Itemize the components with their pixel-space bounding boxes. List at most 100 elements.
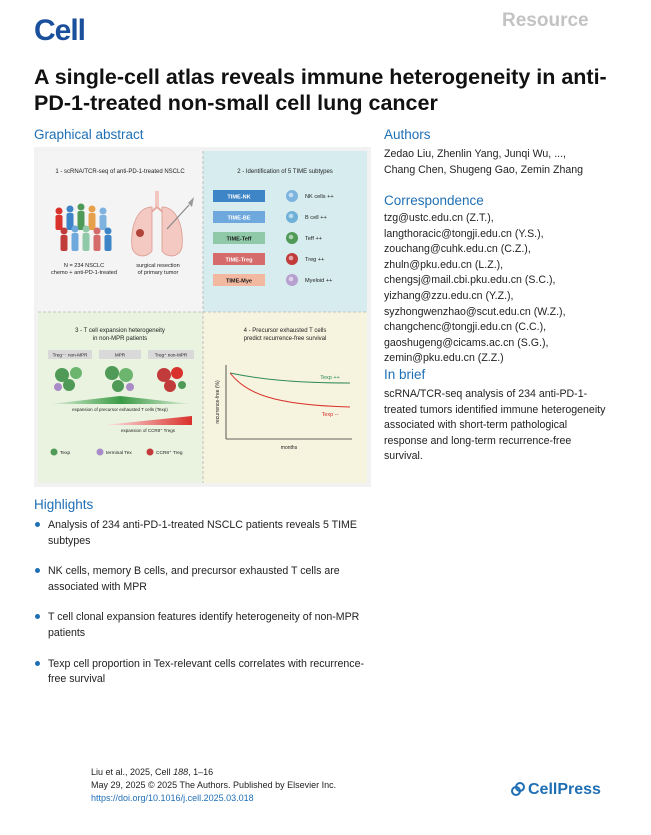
resection-label-line2: of primary tumor [138, 270, 179, 276]
cell-type-label: B cell ++ [305, 215, 327, 221]
email-link[interactable]: zhuln@pku.edu.cn (L.Z.), [384, 258, 504, 271]
panel-1-title: 1 - scRNA/TCR-seq of anti-PD-1-treated N… [55, 169, 185, 175]
cell-nucleus-icon [288, 234, 294, 240]
km-label-texp-low: Texp -- [322, 412, 339, 418]
legend-marker [146, 448, 154, 456]
email-link[interactable]: langthoracic@tongji.edu.cn (Y.S.), [384, 227, 544, 240]
time-subtype-label: TIME-Mye [226, 279, 252, 285]
cellpress-logo: CellPress [511, 781, 601, 799]
citation-volume: 188 [173, 767, 189, 777]
highlight-item: NK cells, memory B cells, and precursor … [34, 564, 379, 595]
cell-cluster-treg-high [157, 367, 186, 392]
cell-nucleus-icon [288, 192, 294, 198]
legend-label: Texp [60, 450, 70, 456]
group-treg-high: Treg⁺ non-MPR [155, 353, 188, 358]
email-link[interactable]: gaoshugeng@cicams.ac.cn (S.G.), [384, 336, 549, 349]
correspondence-list: tzg@ustc.edu.cn (Z.T.), langthoracic@ton… [384, 211, 634, 367]
highlight-text: Texp cell proportion in Tex-relevant cel… [48, 657, 364, 686]
bullet-icon [35, 568, 40, 574]
journal-logo: Cell [34, 14, 86, 47]
time-subtype-label: TIME-Treg [225, 258, 253, 264]
bullet-icon [35, 522, 40, 527]
cell-nucleus-icon [288, 213, 294, 219]
cell-cluster-mpr [105, 366, 134, 392]
time-subtype-box [213, 253, 265, 265]
patients-icon [55, 203, 112, 251]
panel-2 [203, 151, 367, 312]
time-subtype-box [213, 190, 265, 202]
doi-link[interactable]: https://doi.org/10.1016/j.cell.2025.03.0… [91, 793, 254, 803]
panel-3-title-line2: in non-MPR patients [93, 336, 147, 342]
texp-gradient-label: expansion of precursor exhausted T cells… [72, 407, 168, 412]
cohort-treatment-label: chemo + anti-PD-1-treated [51, 270, 117, 276]
km-x-label: months [281, 445, 298, 451]
highlight-item: T cell clonal expansion features identif… [34, 610, 379, 641]
citation-line-1: Liu et al., 2025, Cell 188, 1–16 [91, 766, 336, 779]
article-type-label: Resource [502, 10, 589, 31]
authors-line-1: Zedao Liu, Zhenlin Yang, Junqi Wu, ..., [384, 148, 566, 160]
panel-4-title-line1: 4 - Precursor exhausted T cells [244, 328, 327, 334]
km-curve-texp-high [229, 372, 351, 384]
panel-2-title: 2 - Identification of 5 TIME subtypes [237, 169, 333, 175]
resection-label-line1: surgical resection [136, 263, 180, 269]
cell-nucleus-icon [288, 255, 294, 261]
highlights-heading: Highlights [34, 497, 94, 512]
citation-authors: Liu et al., 2025, Cell [91, 767, 174, 777]
authors-line-2: Chang Chen, Shugeng Gao, Zemin Zhang [384, 163, 584, 176]
authors-heading: Authors [384, 127, 431, 142]
email-link[interactable]: changchenc@tongji.edu.cn (C.C.), [384, 321, 547, 334]
time-subtype-label: TIME-NK [227, 195, 250, 201]
panel-3-legend: Texp terminal Tex CCR8⁺ Treg [50, 448, 183, 456]
cellpress-icon [511, 782, 525, 796]
cell-type-label: Treg ++ [305, 257, 324, 263]
cell-type-label: Myeloid ++ [305, 278, 332, 284]
panel-3-title-line1: 3 - T cell expansion heterogeneity [75, 328, 165, 334]
time-subtype-box [213, 211, 265, 223]
cell-cluster-treg-low [54, 367, 82, 391]
graphical-abstract: 1 - scRNA/TCR-seq of anti-PD-1-treated N… [34, 147, 371, 487]
texp-gradient [50, 396, 192, 404]
highlights-list: Analysis of 234 anti-PD-1-treated NSCLC … [34, 518, 379, 703]
legend-label: CCR8⁺ Treg [156, 450, 183, 456]
highlight-item: Analysis of 234 anti-PD-1-treated NSCLC … [34, 518, 379, 549]
citation: Liu et al., 2025, Cell 188, 1–16 May 29,… [91, 766, 336, 805]
group-mpr: MPR [115, 353, 126, 358]
citation-pages: , 1–16 [188, 767, 214, 777]
authors-list: Zedao Liu, Zhenlin Yang, Junqi Wu, ..., … [384, 147, 624, 178]
panel-4 [203, 312, 367, 483]
email-link[interactable]: syzhongwenzhao@scut.edu.cn (W.Z.), [384, 305, 566, 318]
time-subtype-box [213, 232, 265, 244]
treg-gradient [104, 416, 192, 425]
time-subtype-box [213, 274, 265, 286]
email-link[interactable]: chengsj@mail.cbi.pku.edu.cn (S.C.), [384, 274, 556, 287]
km-curve-texp-low [229, 372, 351, 408]
legend-marker [50, 448, 58, 456]
time-subtype-label: TIME-BE [228, 216, 251, 222]
time-subtype-label: TIME-Teff [226, 237, 251, 243]
email-link[interactable]: zouchang@cuhk.edu.cn (C.Z.), [384, 243, 531, 256]
bullet-icon [35, 660, 40, 666]
km-y-label: recurrence-free (%) [215, 380, 221, 424]
email-link[interactable]: yizhang@zzu.edu.cn (Y.Z.), [384, 289, 514, 302]
bullet-icon [35, 614, 40, 620]
email-link[interactable]: zemin@pku.edu.cn (Z.Z.) [384, 352, 504, 365]
group-treg-low: Treg⁻⁻ non-MPR [53, 353, 88, 358]
correspondence-heading: Correspondence [384, 193, 484, 208]
graphical-abstract-heading: Graphical abstract [34, 127, 144, 142]
legend-marker [96, 448, 104, 456]
graphical-abstract-figure: 1 - scRNA/TCR-seq of anti-PD-1-treated N… [38, 151, 367, 483]
lung-icon [131, 191, 194, 257]
email-link[interactable]: tzg@ustc.edu.cn (Z.T.), [384, 212, 494, 224]
in-brief-heading: In brief [384, 367, 426, 382]
legend-label: terminal Tex [106, 450, 132, 456]
in-brief-text: scRNA/TCR-seq analysis of 234 anti-PD-1-… [384, 388, 606, 463]
cell-type-label: Teff ++ [305, 236, 322, 242]
highlight-text: Analysis of 234 anti-PD-1-treated NSCLC … [48, 519, 357, 547]
time-subtype-list: TIME-NK NK cells ++ TIME-BE B cell ++ TIME-T… [213, 190, 334, 286]
highlight-text: NK cells, memory B cells, and precursor … [48, 565, 340, 593]
cell-type-label: NK cells ++ [305, 194, 334, 200]
cellpress-wordmark: CellPress [528, 781, 601, 798]
cohort-size-label: N = 234 NSCLC [64, 263, 104, 269]
treg-gradient-label: expansion of CCR8⁺ Tregs [121, 428, 176, 433]
panel-4-title-line2: predict recurrence-free survival [244, 336, 327, 342]
